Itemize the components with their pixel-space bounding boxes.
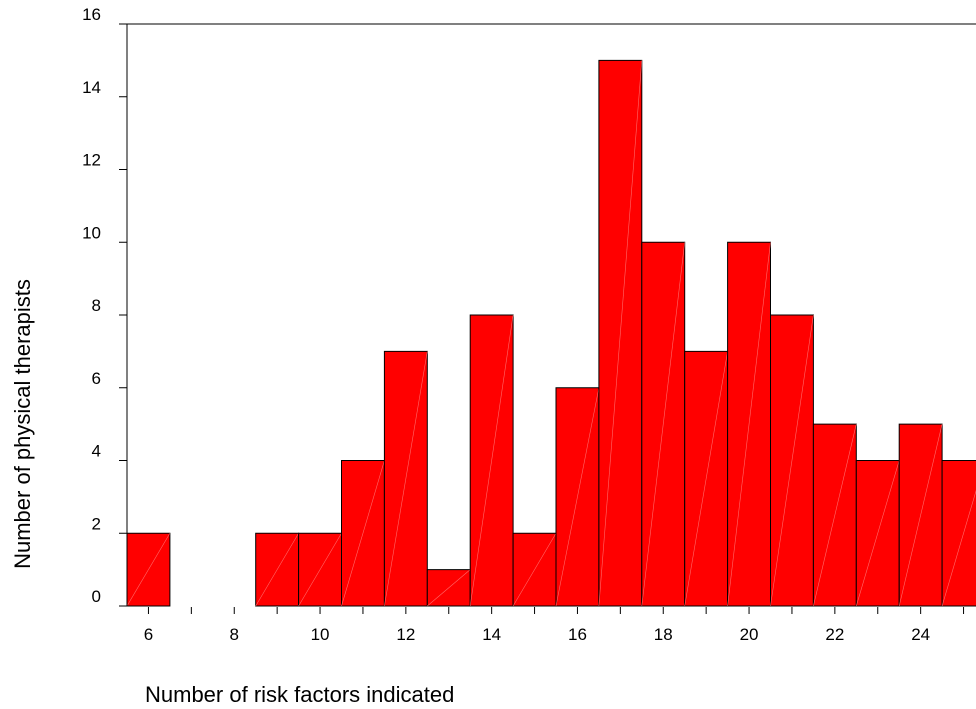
x-tick-label-20: 20 xyxy=(740,625,759,644)
y-tick-label-10: 10 xyxy=(82,223,101,242)
bar-shade-11 xyxy=(341,460,385,607)
bar-shade-25 xyxy=(941,489,976,607)
bar-shade-16 xyxy=(555,387,600,607)
y-tick-label-16: 16 xyxy=(82,5,101,24)
bar-shade-19 xyxy=(684,351,728,607)
bar-shade-22 xyxy=(813,424,857,607)
bar-shade-9 xyxy=(255,533,299,607)
bar-shade-24 xyxy=(898,424,943,607)
x-tick-label-22: 22 xyxy=(825,625,844,644)
y-tick-label-6: 6 xyxy=(92,369,101,388)
x-tick-label-12: 12 xyxy=(396,625,415,644)
y-tick-label-2: 2 xyxy=(92,514,101,533)
x-tick-label-10: 10 xyxy=(311,625,330,644)
y-ticks-group: 0 2 4 6 8 10 12 14 16 xyxy=(82,5,127,607)
bar-shade-6 xyxy=(126,533,171,607)
x-tick-label-6: 6 xyxy=(144,625,153,644)
bar-shade-12 xyxy=(384,351,428,607)
bar-shade-21 xyxy=(770,314,814,607)
x-ticks-group: 6 8 10 12 14 16 18 20 22 24 xyxy=(144,607,965,644)
y-axis-title: Number of physical therapists xyxy=(10,279,35,569)
bars-group xyxy=(126,59,976,607)
bar-shade-17 xyxy=(598,60,643,607)
bar-shade-15 xyxy=(512,533,557,607)
y-tick-label-12: 12 xyxy=(82,151,101,170)
y-tick-label-14: 14 xyxy=(82,78,101,97)
x-tick-label-18: 18 xyxy=(654,625,673,644)
bar-shade-18 xyxy=(641,242,685,607)
bar-shade-23 xyxy=(856,460,900,607)
x-tick-label-14: 14 xyxy=(482,625,501,644)
bar-shade-20 xyxy=(727,242,771,607)
bar-shade-14 xyxy=(469,314,514,607)
bar-shade-13 xyxy=(427,569,471,607)
y-tick-label-0: 0 xyxy=(92,587,101,606)
x-tick-label-16: 16 xyxy=(568,625,587,644)
bar-25 xyxy=(941,460,976,607)
x-tick-label-24: 24 xyxy=(911,625,930,644)
y-tick-label-4: 4 xyxy=(92,442,101,461)
x-axis-title: Number of risk factors indicated xyxy=(145,682,454,707)
x-tick-label-8: 8 xyxy=(230,625,239,644)
y-tick-label-8: 8 xyxy=(92,296,101,315)
bar-shade-10 xyxy=(298,533,342,607)
